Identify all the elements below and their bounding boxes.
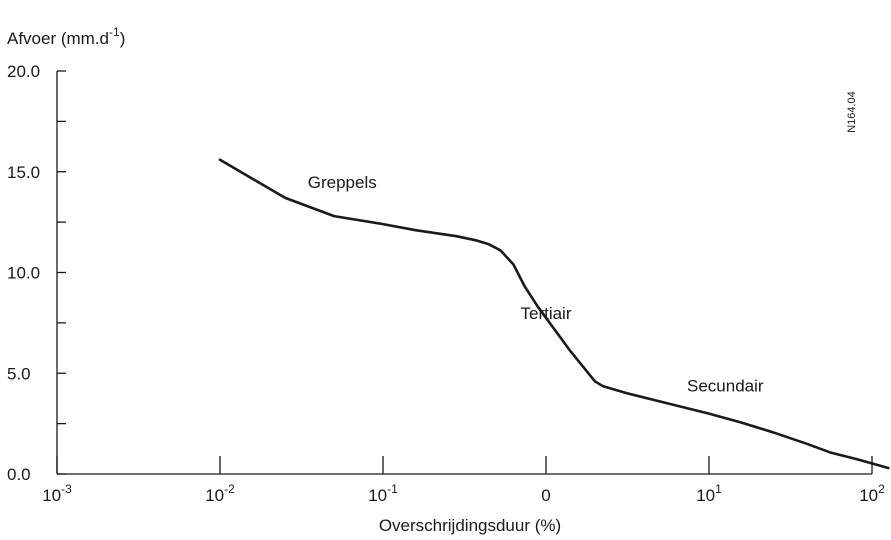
- annotation-label: Secundair: [687, 376, 764, 395]
- x-tick-label: 10-3: [42, 482, 72, 505]
- x-tick-label: 102: [859, 482, 885, 505]
- y-axis-title: Afvoer (mm.d-1): [7, 25, 125, 48]
- x-tick-label: 0: [541, 486, 550, 505]
- x-axis-title: Overschrijdingsduur (%): [379, 516, 561, 535]
- y-tick-label: 20.0: [7, 62, 40, 81]
- y-tick-label: 5.0: [7, 364, 31, 383]
- y-tick-label: 0.0: [7, 465, 31, 484]
- series-line: [218, 158, 890, 470]
- x-axis-ticks: 10-3 10-2 10-1 0 101 102: [42, 456, 885, 505]
- y-axis-ticks: 0.0 5.0 10.0 15.0 20.0: [7, 62, 66, 484]
- figure-code: N164.04: [846, 91, 858, 133]
- y-tick-label: 10.0: [7, 264, 40, 283]
- x-tick-label: 10-2: [205, 482, 235, 505]
- annotation-label: Greppels: [308, 173, 377, 192]
- curve-annotations: Greppels Tertiair Secundair: [308, 173, 764, 396]
- annotation-label: Tertiair: [520, 304, 571, 323]
- x-tick-label: 101: [696, 482, 722, 505]
- x-tick-label: 10-1: [368, 482, 398, 505]
- axes: [56, 71, 872, 475]
- y-tick-label: 15.0: [7, 163, 40, 182]
